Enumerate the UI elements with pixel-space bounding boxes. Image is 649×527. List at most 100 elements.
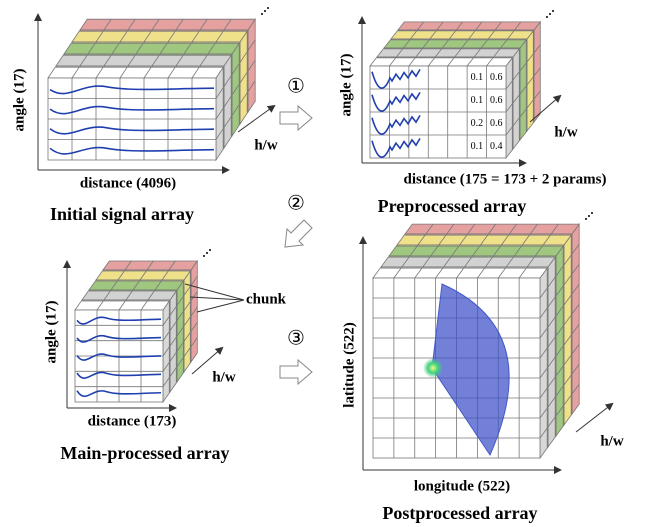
grid-line [103,54,112,67]
grid-line [505,256,514,268]
grid-line [247,39,256,51]
grid-line [430,245,439,257]
axis-label: latitude (522) [341,322,357,407]
grid-line [521,234,530,246]
grid-line [247,80,256,92]
grid-line [547,276,556,288]
grid-line [169,306,177,316]
grid-line [571,383,580,395]
chunk-pointer [184,283,245,301]
grid-line [87,42,96,55]
grid-line [459,234,468,246]
grid-line [513,245,522,257]
grid-line [408,57,416,67]
axis-label: h/w [554,124,578,140]
grid-line [493,48,501,58]
grid-line [529,223,538,235]
grid-line [555,365,564,377]
grid-line [464,256,473,268]
cube-top [383,39,528,49]
grid-line [167,30,176,43]
grid-line [539,287,548,299]
grid-line [191,30,200,43]
grid-line [417,234,426,246]
cube-top [369,57,514,67]
grid-line [547,416,556,428]
grid-line [169,321,177,331]
grid-line [223,116,232,128]
axis [575,402,614,433]
signal-curve [76,334,162,343]
grid-line [175,18,184,31]
chunk-pointer [196,299,245,313]
grid-line [434,48,442,58]
grid-line [154,280,162,291]
grid-line [169,336,177,347]
grid-line [477,267,485,279]
ellipsis-dot [264,10,266,12]
ellipsis-dot [546,16,548,18]
cube-top [71,30,248,43]
grid-line [480,234,489,246]
grid-line [389,57,397,67]
cube-top [63,42,240,55]
grid-line [215,30,224,43]
grid-line [512,71,520,81]
grid-line [403,39,411,49]
grid-line [168,260,176,271]
grid-line [514,21,522,31]
grid-line [563,314,572,326]
grid-line [162,346,170,357]
grid-line [162,377,170,387]
grid-line [435,267,444,279]
grid-line [125,290,133,301]
grid-line [486,57,494,67]
cube-top [390,30,535,40]
axis-label: angle (17) [11,69,27,132]
ellipsis-dot [585,218,587,220]
signal-curve [76,371,162,379]
grid-line [555,305,564,317]
axis-label: angle (17) [43,301,59,364]
axis-label: distance (4096) [80,175,176,191]
grid-line [415,48,423,58]
grid-line [401,256,410,268]
grid-line [493,245,501,257]
grid-line [539,387,548,399]
grid-line [533,90,541,100]
step-number: ② [287,193,305,215]
grid-line [519,108,527,118]
grid-line [96,300,104,311]
grid-line [231,83,240,96]
signal-curve [49,105,215,115]
ellipsis-dot [267,7,269,9]
signal-curve [49,85,215,95]
axis [237,104,276,133]
step-arrow [279,104,313,132]
grid-line [231,104,240,116]
grid-line [480,39,488,49]
grid-line [176,311,184,321]
grid-line [422,39,430,49]
grid-line [111,42,120,55]
grid-line [438,234,447,246]
grid-line [539,347,548,359]
grid-line [519,85,527,95]
grid-line [563,254,572,266]
grid-line [127,54,136,67]
grid-line [167,66,176,79]
param-value: 0.4 [490,141,503,152]
grid-line [461,39,469,49]
grid-line [176,342,184,352]
grid-line [512,117,520,127]
grid-line [539,407,548,419]
cube-top [79,18,256,31]
grid-line [451,245,460,257]
grid-line [533,44,541,54]
step-arrow [279,358,313,386]
ellipsis-dot [549,13,551,15]
grid-line [563,274,572,286]
grid-line [526,76,534,86]
caption: Initial signal array [50,204,194,224]
